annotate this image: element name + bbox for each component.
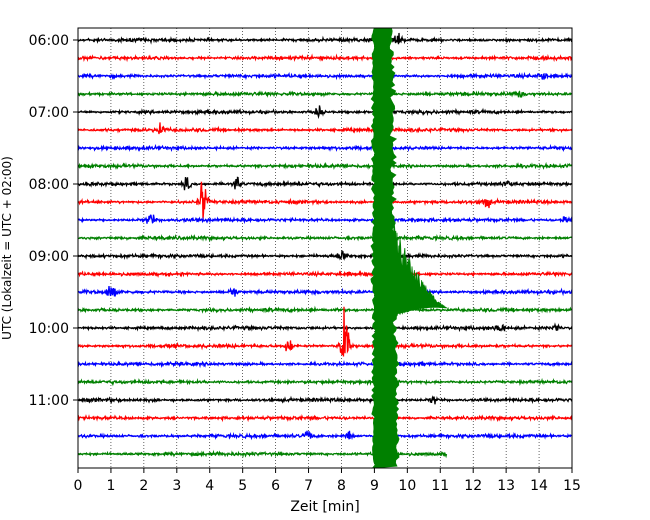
seismic-trace xyxy=(78,305,572,314)
x-tick-label: 4 xyxy=(205,478,214,494)
seismic-trace xyxy=(78,71,572,81)
y-tick-label: 07:00 xyxy=(29,105,69,121)
y-tick-label: 10:00 xyxy=(29,321,69,337)
x-tick-label: 9 xyxy=(370,478,379,494)
seismic-trace xyxy=(78,105,572,120)
seismic-trace xyxy=(78,53,572,63)
seismic-trace xyxy=(78,90,572,98)
x-axis-label: Zeit [min] xyxy=(290,499,359,515)
y-axis-label: UTC (Lokalzeit = UTC + 02:00) xyxy=(0,156,14,340)
x-tick-label: 2 xyxy=(139,478,148,494)
seismic-trace xyxy=(78,143,572,153)
x-tick-label: 10 xyxy=(398,478,416,494)
major-event-band xyxy=(370,27,400,469)
vertical-grid xyxy=(110,28,540,468)
x-tick-label: 11 xyxy=(431,478,449,494)
x-tick-label: 5 xyxy=(238,478,247,494)
x-tick-label: 6 xyxy=(271,478,280,494)
seismic-traces xyxy=(78,32,572,459)
x-tick-label: 3 xyxy=(172,478,181,494)
seismic-trace xyxy=(78,377,572,387)
y-axis-ticks: 06:00 07:00 08:00 09:00 10:00 11:00 xyxy=(29,33,78,409)
y-tick-label: 11:00 xyxy=(29,393,69,409)
y-tick-label: 06:00 xyxy=(29,33,69,49)
x-tick-label: 15 xyxy=(563,478,581,494)
seismic-trace xyxy=(78,395,572,405)
x-tick-label: 8 xyxy=(337,478,346,494)
seismic-trace xyxy=(78,181,572,220)
seismic-trace xyxy=(78,214,572,225)
major-event-coda xyxy=(388,222,448,320)
seismic-trace xyxy=(78,176,572,191)
seismic-trace xyxy=(78,161,572,170)
x-tick-label: 1 xyxy=(106,478,115,494)
seismic-trace xyxy=(78,285,572,298)
x-axis-ticks: 0 1 2 3 4 5 6 7 8 9 10 11 12 13 14 15 xyxy=(74,468,581,494)
seismic-trace xyxy=(78,270,572,278)
seismic-trace xyxy=(78,413,572,423)
x-tick-label: 13 xyxy=(497,478,515,494)
seismic-trace xyxy=(78,322,572,333)
seismic-trace xyxy=(78,250,572,261)
major-earthquake-trace xyxy=(370,27,448,469)
y-tick-label: 08:00 xyxy=(29,177,69,193)
seismic-trace xyxy=(78,122,572,135)
x-tick-label: 12 xyxy=(464,478,482,494)
seismic-trace xyxy=(78,233,572,243)
seismic-trace xyxy=(78,360,572,369)
seismic-trace xyxy=(78,306,572,357)
seismic-trace xyxy=(78,32,572,45)
x-tick-label: 14 xyxy=(530,478,548,494)
plot-frame xyxy=(77,27,573,469)
y-tick-label: 09:00 xyxy=(29,249,69,265)
x-tick-label: 0 xyxy=(74,478,83,494)
x-tick-label: 7 xyxy=(304,478,313,494)
seismic-trace xyxy=(78,430,572,441)
